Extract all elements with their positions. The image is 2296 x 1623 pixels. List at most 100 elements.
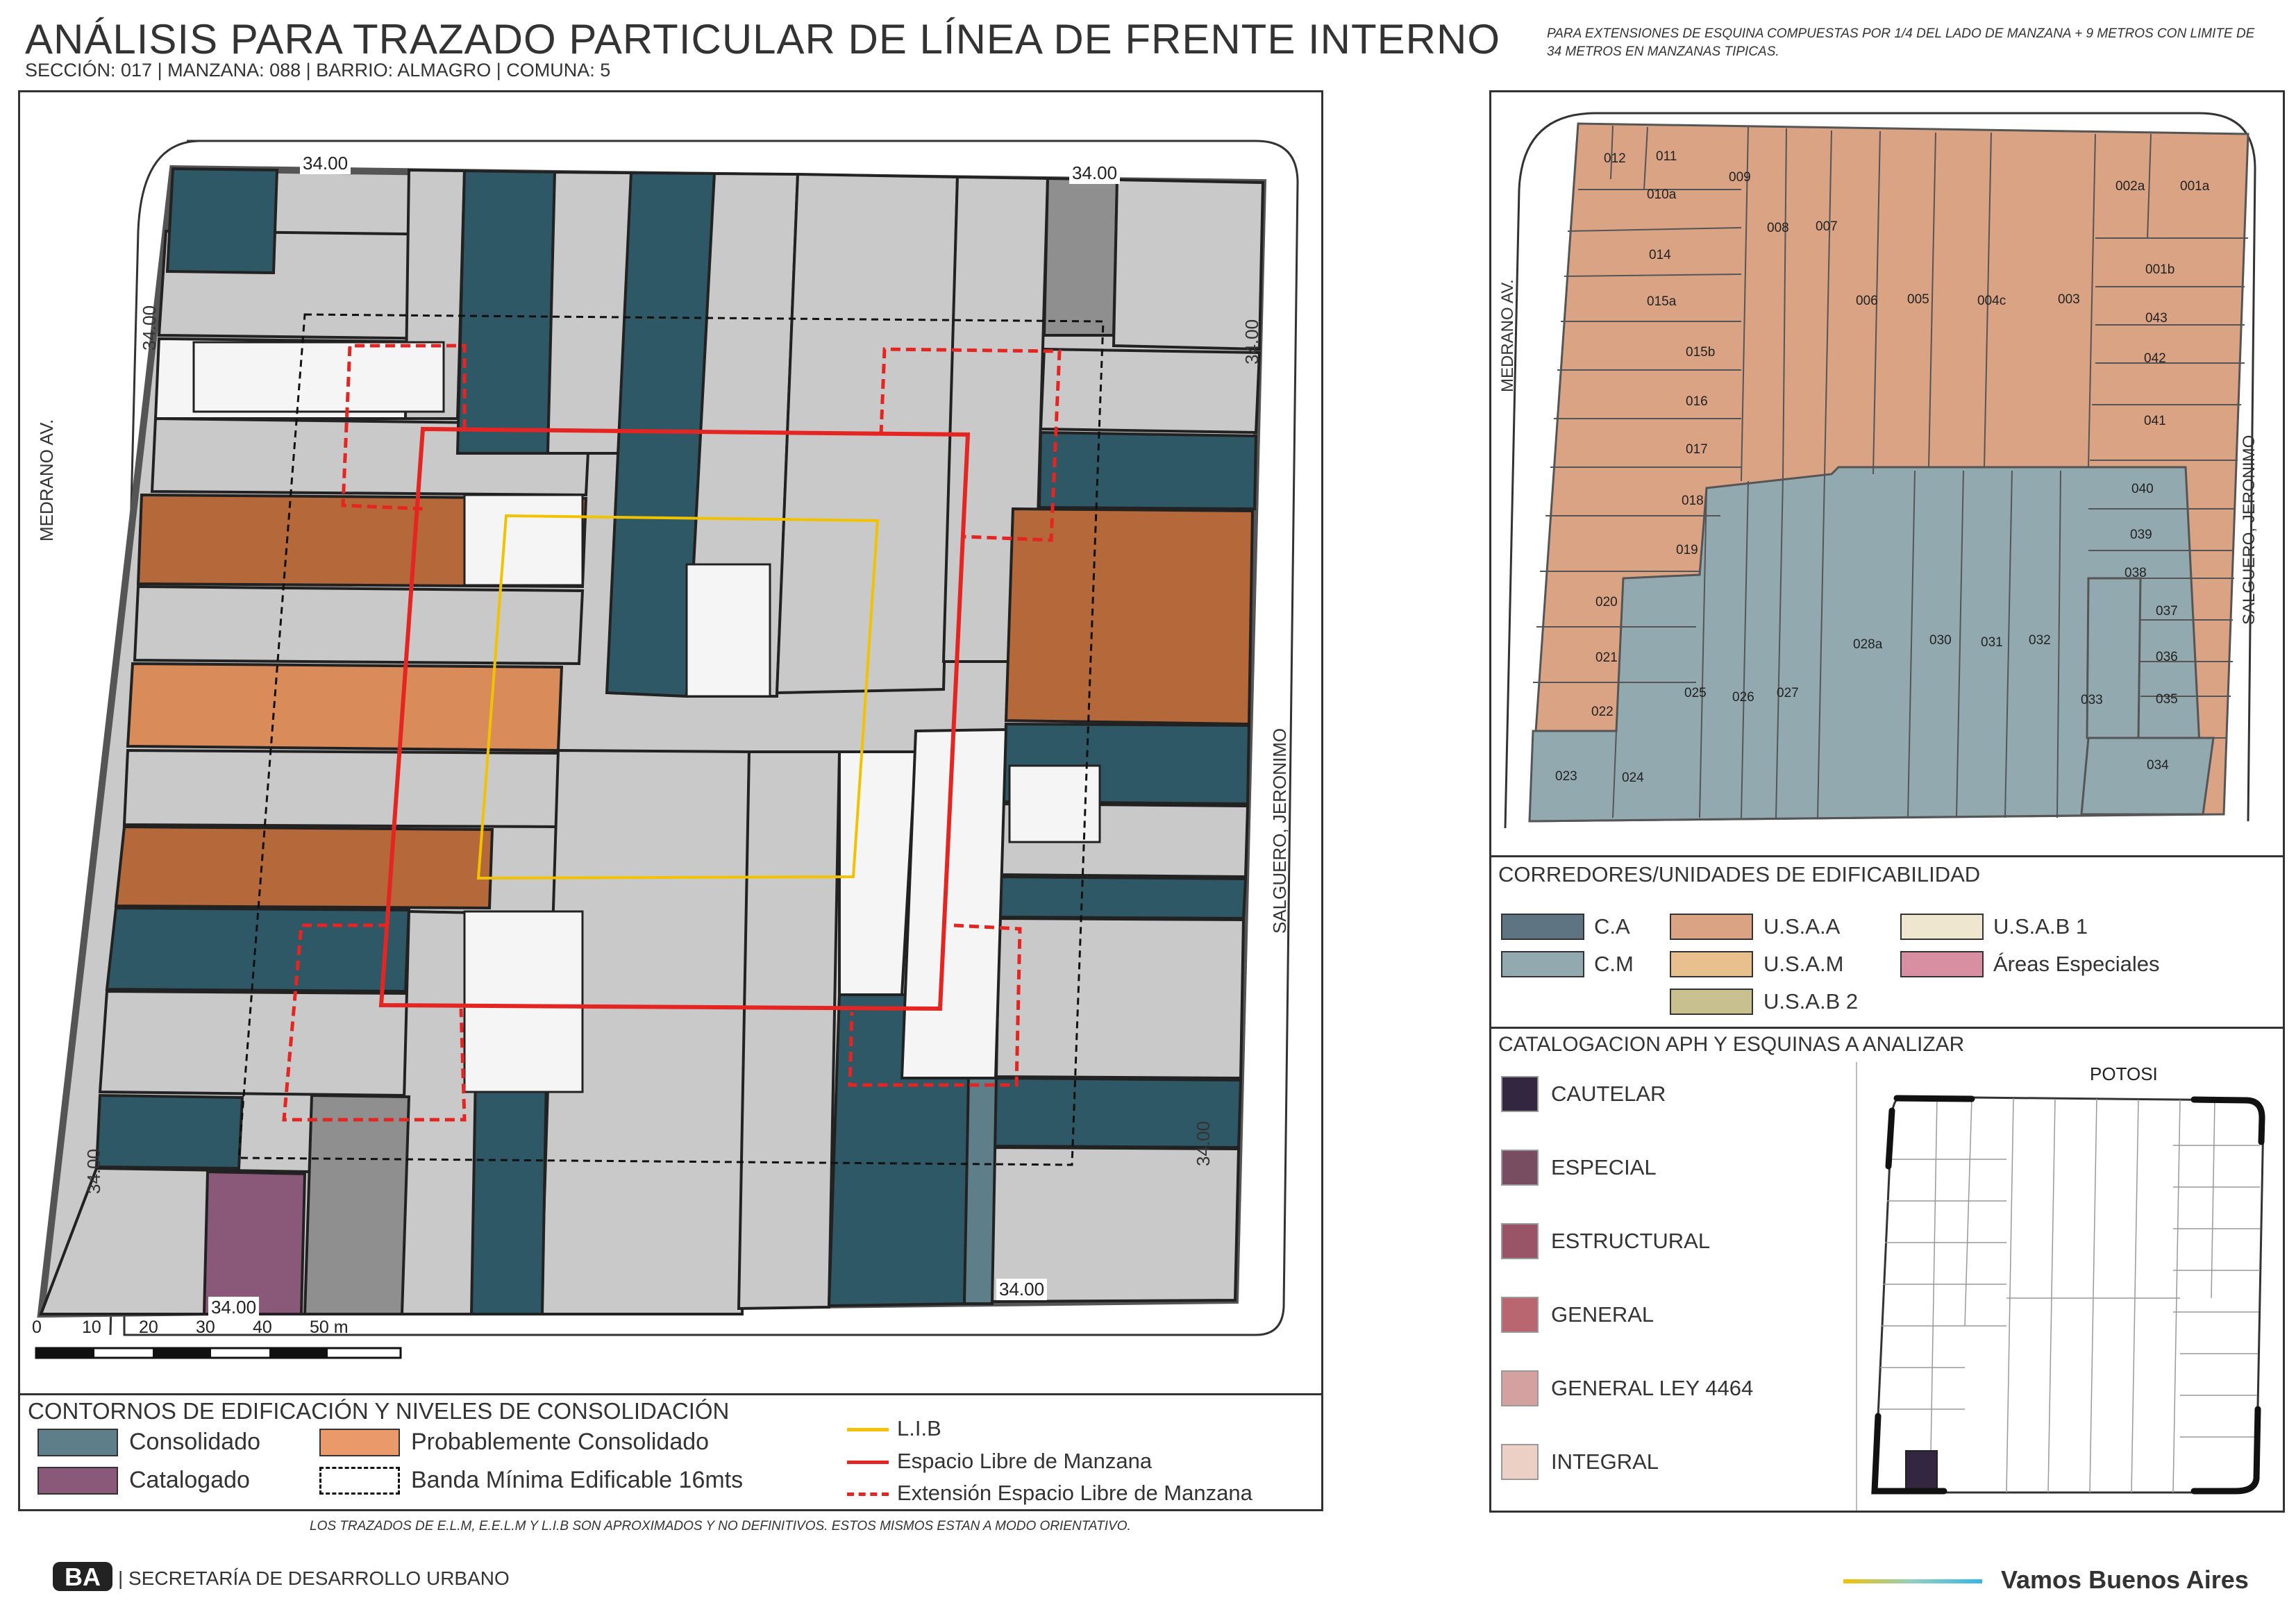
parcel-label: 037	[2156, 604, 2178, 619]
swatch-especial	[1501, 1150, 1539, 1186]
parcel-label: 031	[1981, 635, 2003, 650]
parcel-label: 002a	[2115, 179, 2145, 194]
open-space	[463, 494, 584, 587]
parcel-label: 015a	[1647, 294, 1677, 309]
dim-label: 34.00	[1241, 319, 1262, 364]
swatch-usam	[1670, 951, 1753, 977]
label-usab1: U.S.A.B 1	[1993, 914, 2088, 939]
parcel-label: 032	[2029, 633, 2051, 648]
label-estructural: ESTRUCTURAL	[1551, 1229, 1711, 1253]
lot-consolidado	[1037, 430, 1258, 511]
lot	[737, 750, 841, 1311]
lot-consolidado	[105, 906, 411, 993]
scale-label: 10	[82, 1318, 101, 1337]
label-prob-consolidado: Probablemente Consolidado	[411, 1429, 710, 1455]
swatch-eelm	[847, 1492, 889, 1496]
label-integral: INTEGRAL	[1551, 1449, 1659, 1474]
parcel-label: 001b	[2145, 262, 2175, 277]
lot	[1042, 176, 1119, 337]
parcel-label: 043	[2145, 311, 2168, 326]
parcel-label: 017	[1686, 442, 1708, 457]
brand-name: Vamos Buenos Aires	[2001, 1565, 2249, 1594]
swatch-estructural	[1501, 1223, 1539, 1259]
swatch-areas-especiales	[1900, 951, 1984, 977]
lot-catalogado	[202, 1170, 307, 1315]
parcel-label: 009	[1729, 170, 1751, 185]
page-title: ANÁLISIS PARA TRAZADO PARTICULAR DE LÍNE…	[25, 16, 1501, 62]
open-space	[463, 910, 584, 1093]
extension-elm	[341, 344, 467, 511]
swatch-lib	[847, 1428, 889, 1431]
scale-label: 30	[196, 1318, 215, 1337]
label-ca: C.A	[1594, 914, 1630, 939]
parcel-label: 039	[2130, 528, 2152, 542]
parcel-label: 033	[2081, 693, 2103, 707]
open-space	[685, 563, 771, 698]
inset-map[interactable]	[1861, 1090, 2277, 1506]
swatch-usaa	[1670, 914, 1753, 940]
lot-consolidado	[165, 167, 279, 275]
parcel-label: 030	[1929, 633, 1952, 648]
parcel-label: 023	[1555, 769, 1577, 784]
swatch-usab2	[1670, 989, 1753, 1015]
scale-bar	[35, 1347, 402, 1359]
lot	[1112, 178, 1265, 351]
parcel-label: 028a	[1853, 637, 1883, 652]
dim-label: 34.00	[1069, 162, 1121, 184]
parcel-label: 024	[1622, 771, 1644, 785]
label-elm: Espacio Libre de Manzana	[897, 1449, 1153, 1473]
parcel-label: 036	[2156, 650, 2178, 664]
corredores-title: CORREDORES/UNIDADES DE EDIFICABILIDAD	[1498, 862, 1981, 886]
label-catalogado: Catalogado	[129, 1467, 250, 1493]
swatch-cm	[1501, 951, 1584, 977]
scale-label: 20	[139, 1318, 158, 1337]
swatch-elm	[847, 1461, 889, 1464]
label-banda: Banda Mínima Edificable 16mts	[411, 1467, 744, 1493]
aph-title: CATALOGACION APH Y ESQUINAS A ANALIZAR	[1498, 1033, 1965, 1056]
dim-label: 34.00	[1193, 1120, 1214, 1166]
parcel-map[interactable]	[1491, 92, 2283, 856]
scale-label: 50 m	[310, 1318, 349, 1337]
page-subtitle: SECCIÓN: 017 | MANZANA: 088 | BARRIO: AL…	[25, 60, 611, 81]
legend-title: CONTORNOS DE EDIFICACIÓN Y NIVELES DE CO…	[28, 1398, 730, 1424]
extension-elm	[282, 923, 467, 1122]
dim-label: 34.00	[208, 1297, 260, 1318]
parcel-label: 001a	[2180, 179, 2210, 194]
parcel-label: 035	[2156, 692, 2178, 707]
label-areas-especiales: Áreas Especiales	[1993, 952, 2160, 976]
main-map[interactable]	[20, 92, 1321, 1393]
lot	[133, 585, 585, 666]
parcel-label: 004c	[1977, 294, 2006, 308]
swatch-banda	[319, 1467, 400, 1495]
parcel-label: 041	[2144, 414, 2166, 428]
parcel-label: 003	[2058, 292, 2080, 307]
main-legend-panel	[18, 1393, 1323, 1511]
lot-prob-consolidado	[126, 662, 564, 752]
label-consolidado: Consolidado	[129, 1429, 261, 1455]
parcel-label: 018	[1682, 494, 1704, 508]
swatch-prob-consolidado	[319, 1429, 400, 1456]
parcel-label: 014	[1649, 248, 1671, 262]
swatch-cautelar	[1501, 1076, 1539, 1112]
label-eelm: Extensión Espacio Libre de Manzana	[897, 1481, 1252, 1505]
parcel-label: 022	[1591, 705, 1614, 719]
swatch-usab1	[1900, 914, 1984, 940]
lot	[303, 1093, 411, 1315]
scale-label: 40	[253, 1318, 272, 1337]
extension-elm	[879, 347, 1062, 542]
parcel-label: 011	[1656, 149, 1677, 164]
label-usaa: U.S.A.A	[1763, 914, 1841, 939]
ba-logo-text: BA	[65, 1563, 101, 1591]
parcel-label: 005	[1907, 292, 1929, 307]
label-usam: U.S.A.M	[1763, 952, 1844, 976]
corredores-legend-panel	[1489, 855, 2285, 1029]
dim-label: 34.00	[139, 305, 160, 351]
lot	[994, 916, 1246, 1080]
label-general: GENERAL	[1551, 1302, 1654, 1327]
parcel-label: 040	[2131, 482, 2154, 496]
lot-consolidado	[94, 1093, 244, 1170]
parcel-label: 034	[2147, 758, 2169, 773]
lot	[838, 750, 918, 996]
swatch-catalogado	[37, 1467, 118, 1495]
scale-label: 0	[32, 1318, 42, 1337]
